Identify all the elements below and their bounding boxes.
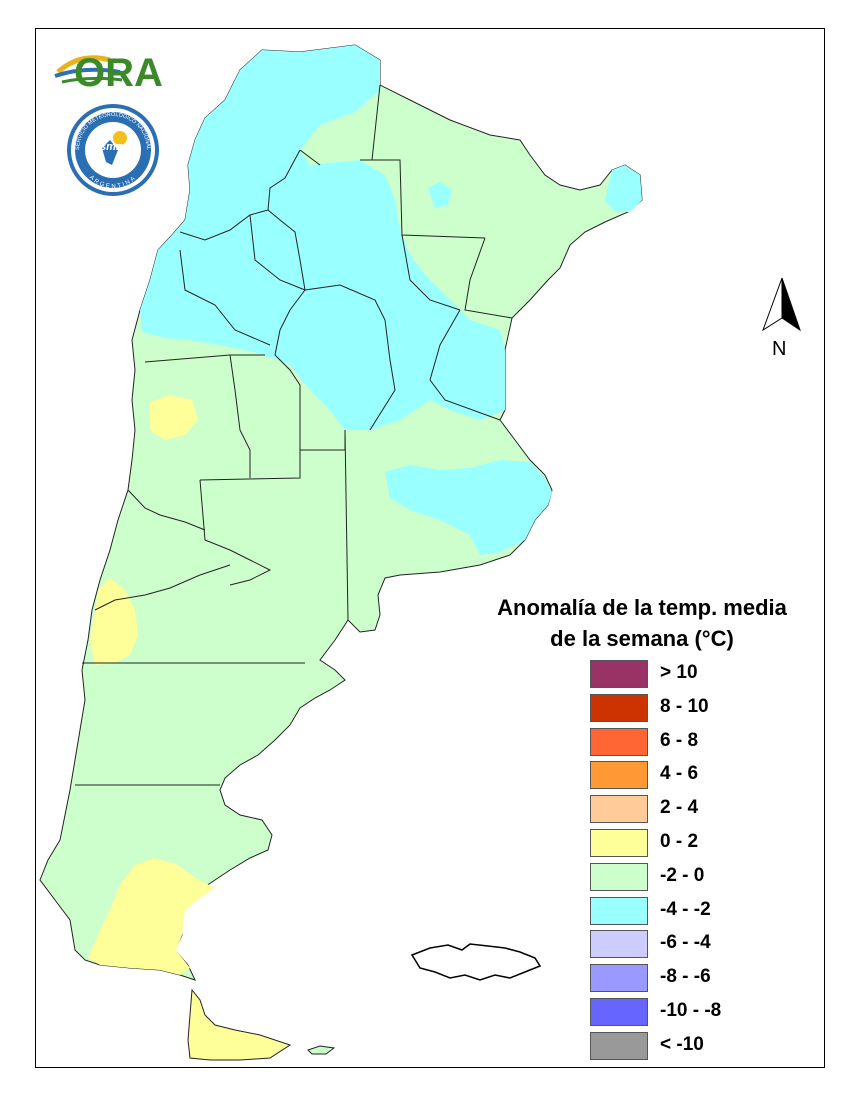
legend-label: 4 - 6 — [660, 763, 699, 785]
legend-label: -10 - -8 — [660, 1000, 722, 1021]
smn-logo-abbr: smn — [100, 141, 123, 153]
legend-label: 8 - 10 — [660, 695, 709, 717]
legend-swatch — [590, 862, 648, 891]
zone-yellow-santa-cruz — [88, 858, 215, 975]
zone-cyan-buenos-aires — [385, 460, 552, 555]
zone-cyan-small — [428, 182, 452, 208]
island-staten — [307, 1045, 336, 1055]
legend-swatch — [590, 964, 648, 993]
legend-label: 2 - 4 — [660, 797, 699, 819]
zone-cyan-northeast — [605, 165, 642, 212]
region-tierra-del-fuego — [187, 988, 292, 1061]
legend-swatch — [590, 1031, 648, 1060]
legend-swatch — [590, 829, 648, 857]
legend-title-line1: Anomalía de la temp. media — [497, 595, 787, 620]
legend-label: < -10 — [660, 1033, 704, 1055]
legend-swatch — [590, 660, 648, 688]
legend-title-line2: de la semana (°C) — [550, 626, 734, 651]
legend-title: Anomalía de la temp. media de la semana … — [462, 592, 822, 654]
legend-swatch — [590, 727, 648, 756]
smn-logo: smn SERVICIO METEOROLÓGICO NACIONAL ARGE… — [67, 104, 159, 196]
legend-swatch — [590, 930, 648, 959]
province-borders — [75, 84, 513, 786]
legend-swatch — [590, 896, 648, 925]
north-arrow-icon — [762, 277, 801, 332]
ora-logo: ORA — [54, 51, 163, 95]
zone-cyan-northwest — [140, 45, 505, 430]
legend-label: -8 - -6 — [660, 966, 711, 988]
legend-swatch — [590, 693, 648, 722]
ora-logo-text: ORA — [74, 51, 163, 95]
legend-label: 6 - 8 — [660, 729, 699, 751]
legend-swatch — [590, 998, 648, 1026]
legend-label: 0 - 2 — [660, 831, 699, 852]
legend-swatch — [590, 795, 648, 824]
zone-yellow-neuquen — [90, 578, 138, 665]
legend-label: -4 - -2 — [660, 898, 711, 920]
zone-yellow-mendoza — [150, 395, 198, 440]
legend-label: > 10 — [660, 662, 698, 683]
legend-label: -2 - 0 — [660, 864, 705, 886]
legend-swatch — [590, 761, 648, 790]
north-arrow-label: N — [772, 338, 787, 360]
islands-malvinas — [410, 943, 542, 981]
legend-label: -6 - -4 — [660, 932, 711, 954]
